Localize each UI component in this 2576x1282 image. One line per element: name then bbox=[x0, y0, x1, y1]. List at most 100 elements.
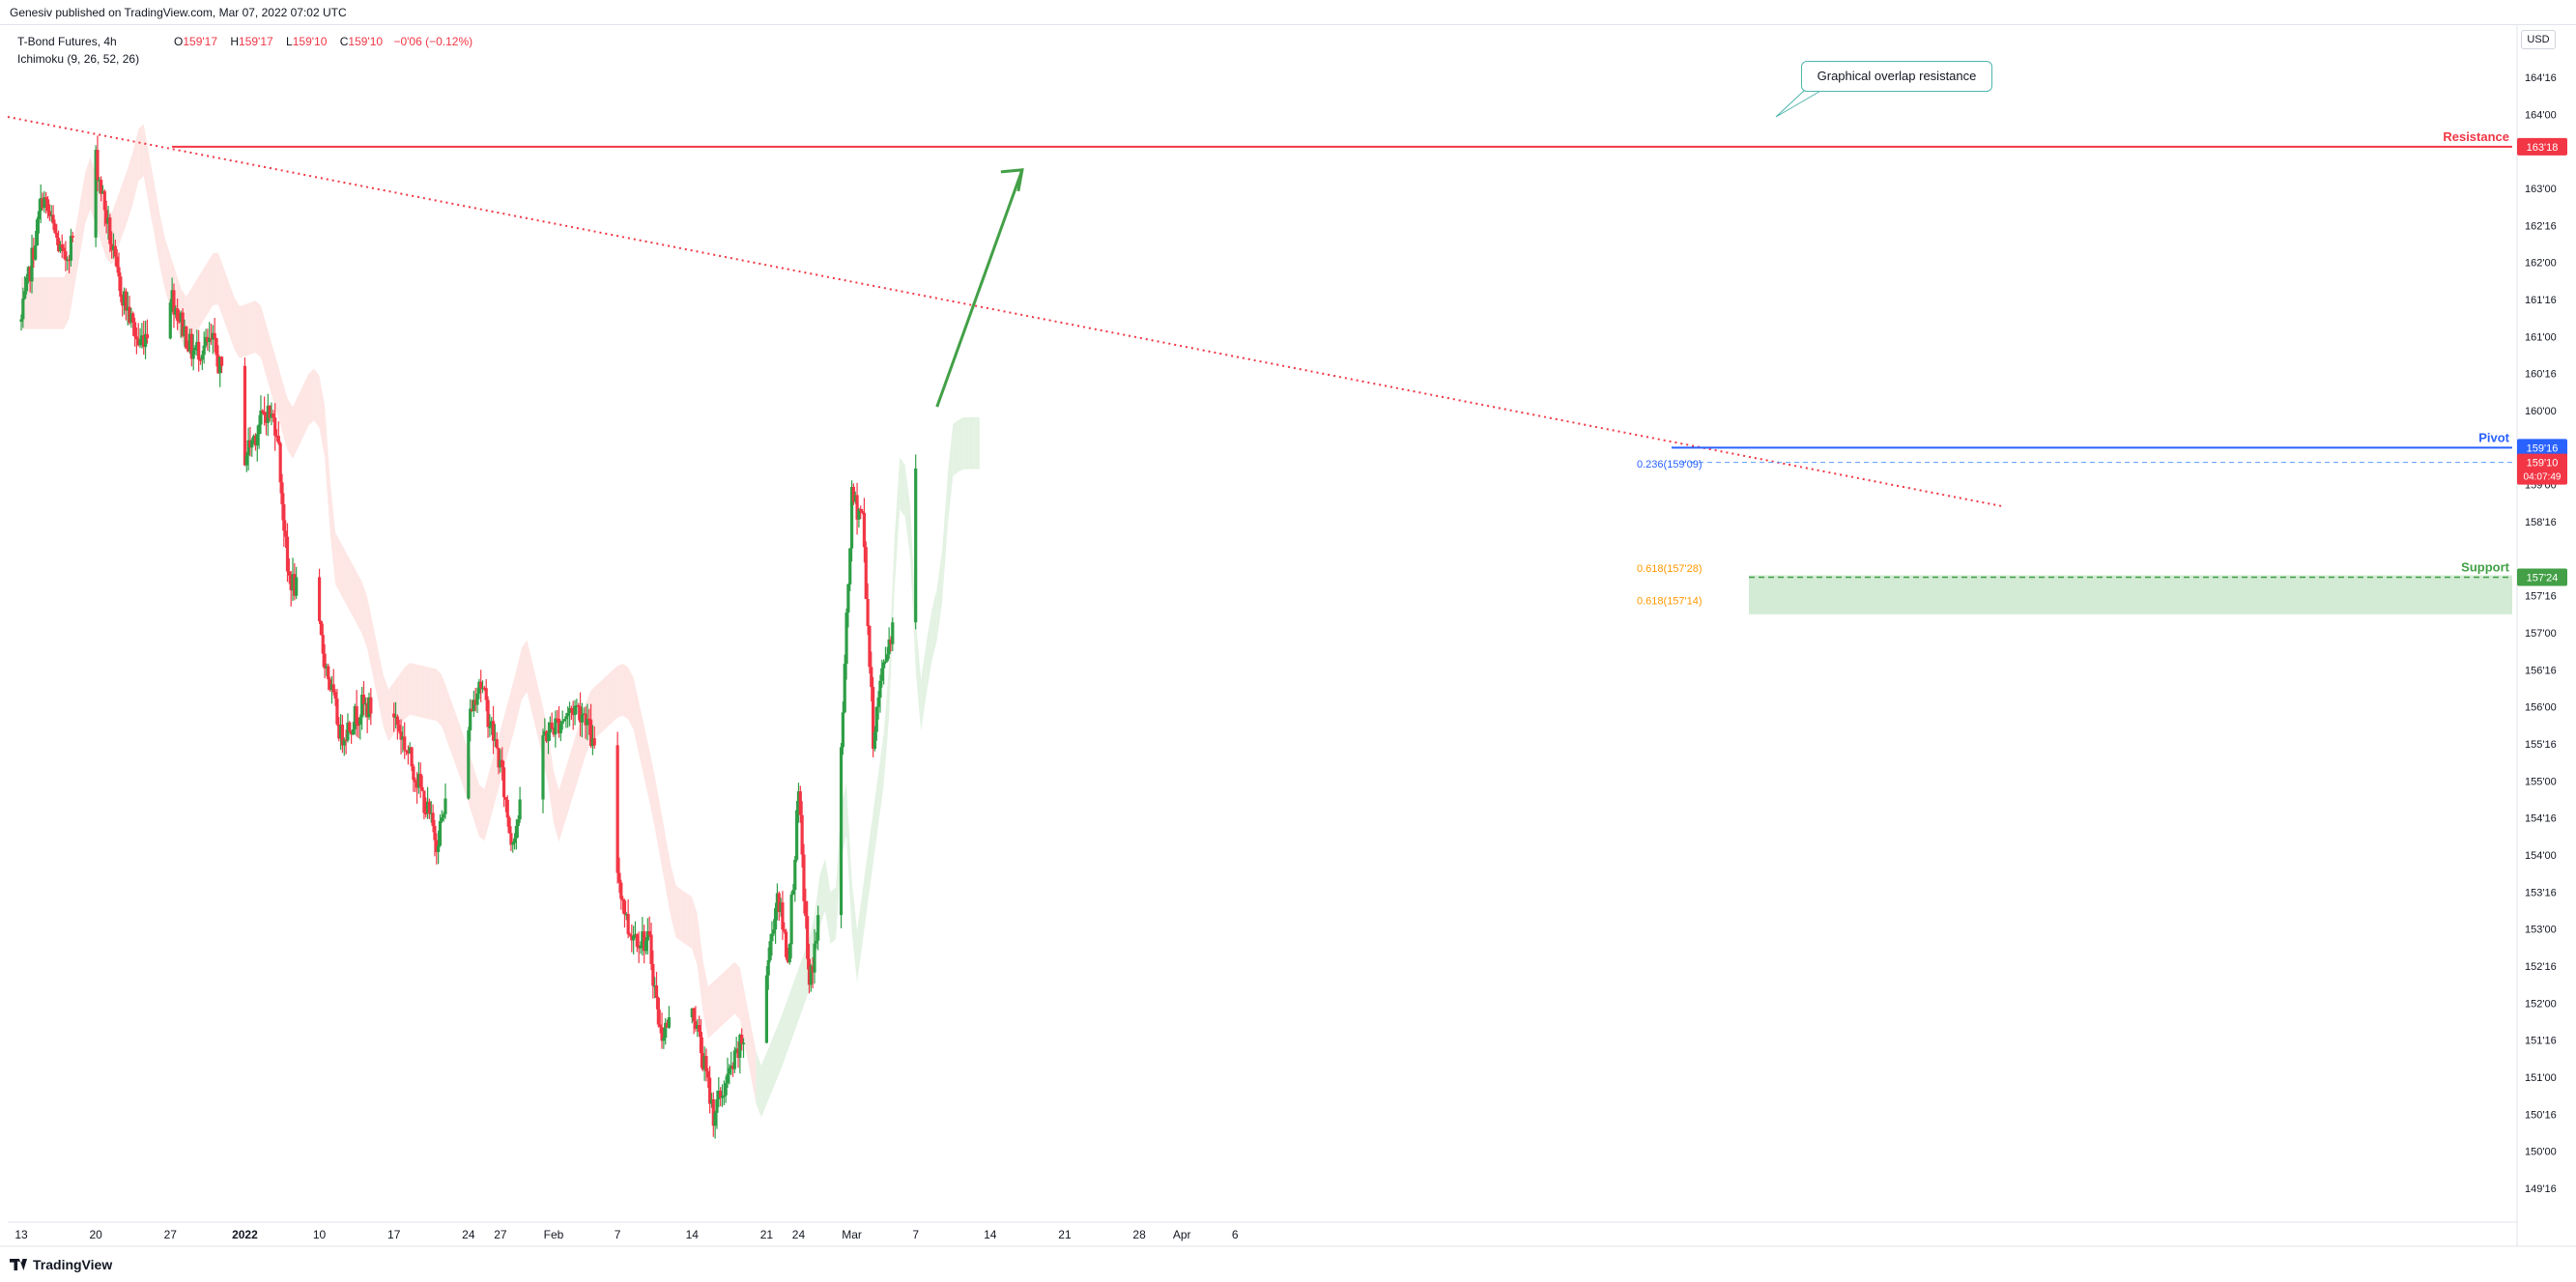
candle-body bbox=[777, 893, 781, 913]
candle-body bbox=[874, 706, 878, 732]
cloud-segment bbox=[383, 674, 389, 742]
last-price-tag-bg bbox=[2517, 453, 2567, 485]
candle-body bbox=[369, 697, 373, 714]
candle-body bbox=[94, 150, 98, 238]
candle-body bbox=[719, 1090, 723, 1098]
candle-body bbox=[740, 1035, 744, 1044]
candle-body bbox=[569, 708, 573, 711]
cloud-segment bbox=[175, 271, 182, 341]
currency-button[interactable]: USD bbox=[2521, 30, 2556, 49]
candle-body bbox=[482, 687, 486, 690]
candle-body bbox=[724, 1083, 728, 1096]
open-value: 159'17 bbox=[183, 35, 218, 48]
cloud-segment bbox=[745, 995, 751, 1076]
candle-body bbox=[62, 247, 66, 252]
cloud-segment bbox=[558, 772, 565, 842]
candle-body bbox=[280, 482, 284, 504]
candle-body bbox=[667, 1017, 671, 1028]
candle-body bbox=[117, 267, 121, 277]
candle-body bbox=[64, 251, 68, 261]
candle-body bbox=[270, 413, 273, 418]
candle-body bbox=[493, 739, 497, 741]
candle-body bbox=[250, 440, 254, 448]
candle-body bbox=[696, 1024, 700, 1029]
candle-body bbox=[839, 747, 844, 916]
candle-body bbox=[257, 424, 261, 435]
candle-body bbox=[624, 913, 628, 916]
cloud-segment bbox=[266, 324, 272, 395]
candle-body bbox=[243, 365, 247, 466]
candle-body bbox=[701, 1053, 704, 1070]
candle-body bbox=[804, 900, 808, 917]
candle-body bbox=[546, 732, 551, 742]
cloud-segment bbox=[575, 721, 581, 790]
candle-body bbox=[126, 306, 129, 311]
y-tick-label: 155'16 bbox=[2525, 739, 2557, 751]
candle-body bbox=[328, 679, 332, 691]
x-tick-label: 24 bbox=[462, 1228, 475, 1241]
cloud-segment bbox=[505, 690, 511, 762]
candle-body bbox=[346, 722, 350, 741]
y-tick-label: 162'16 bbox=[2525, 220, 2557, 232]
cloud-segment bbox=[857, 891, 863, 983]
candle-body bbox=[781, 902, 785, 930]
cloud-segment bbox=[739, 967, 746, 1048]
candle-body bbox=[208, 337, 212, 343]
x-tick-label: 28 bbox=[1132, 1228, 1146, 1241]
candle-body bbox=[473, 699, 477, 705]
candle-body bbox=[557, 718, 561, 734]
cloud-segment bbox=[244, 302, 250, 356]
candle-body bbox=[656, 997, 660, 1025]
cloud-segment bbox=[931, 588, 937, 663]
candle-body bbox=[418, 773, 422, 787]
symbol-label[interactable]: T-Bond Futures, 4h bbox=[17, 35, 117, 48]
indicator-label[interactable]: Ichimoku (9, 26, 52, 26) bbox=[17, 52, 140, 66]
tradingview-icon bbox=[10, 1259, 27, 1270]
y-tick-label: 160'00 bbox=[2525, 406, 2557, 417]
cloud-segment bbox=[478, 784, 485, 841]
callout-annotation[interactable]: Graphical overlap resistance bbox=[1801, 61, 1992, 92]
candle-body bbox=[843, 663, 846, 713]
candle-body bbox=[497, 748, 501, 768]
candle-body bbox=[545, 730, 549, 742]
cloud-segment bbox=[128, 151, 133, 221]
y-tick-label: 156'00 bbox=[2525, 702, 2557, 714]
candle-body bbox=[730, 1066, 735, 1069]
cloud-segment bbox=[276, 360, 282, 432]
candle-body bbox=[110, 243, 114, 251]
candle-body bbox=[108, 217, 112, 244]
top-bar: Genesiv published on TradingView.com, Ma… bbox=[0, 0, 2576, 25]
countdown-tag: 04:07:49 bbox=[2524, 472, 2562, 483]
cloud-segment bbox=[894, 457, 901, 591]
candle-body bbox=[104, 210, 108, 224]
candle-body bbox=[628, 933, 632, 936]
candle-body bbox=[885, 654, 889, 662]
candle-body bbox=[119, 276, 123, 298]
candle-body bbox=[472, 699, 475, 712]
candle-body bbox=[19, 319, 23, 322]
candle-body bbox=[586, 718, 589, 726]
y-tick-label: 162'00 bbox=[2525, 258, 2557, 270]
cloud-segment bbox=[633, 677, 640, 755]
candle-body bbox=[887, 639, 891, 655]
candle-body bbox=[880, 668, 884, 681]
x-tick-label: Feb bbox=[544, 1228, 564, 1241]
candle-body bbox=[339, 725, 343, 739]
candle-body bbox=[617, 872, 621, 883]
candle-body bbox=[588, 719, 593, 747]
candle-body bbox=[554, 718, 558, 735]
candle-body bbox=[882, 662, 886, 669]
cloud-segment bbox=[281, 380, 288, 450]
candle-body bbox=[248, 440, 252, 448]
cloud-segment bbox=[702, 958, 708, 1039]
cloud-segment bbox=[74, 203, 80, 288]
tradingview-logo[interactable]: TradingView bbox=[10, 1257, 112, 1272]
cloud-segment bbox=[425, 666, 432, 720]
cloud-segment bbox=[707, 982, 714, 1039]
cloud-segment bbox=[953, 419, 959, 476]
candle-body bbox=[44, 197, 48, 200]
candle-body bbox=[789, 894, 793, 945]
candle-body bbox=[408, 747, 412, 754]
candle-body bbox=[259, 410, 263, 425]
